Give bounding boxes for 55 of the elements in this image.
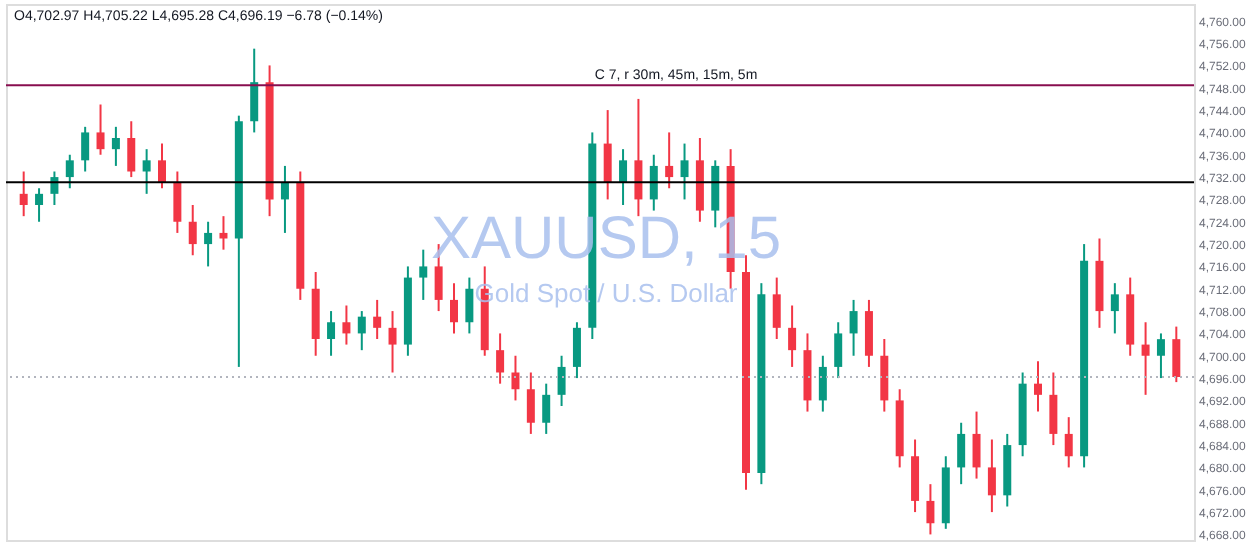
- candlestick: [911, 438, 920, 514]
- candlestick: [342, 304, 351, 346]
- candlestick: [111, 125, 120, 167]
- candlestick: [572, 321, 581, 380]
- candlestick: [557, 354, 566, 407]
- candlestick: [419, 248, 428, 301]
- candlestick: [188, 204, 197, 257]
- candlestick: [127, 120, 136, 179]
- candlestick: [1064, 416, 1073, 469]
- candlestick: [987, 438, 996, 514]
- candlestick: [665, 131, 674, 190]
- candlestick: [96, 103, 105, 156]
- candlestick: [65, 153, 74, 190]
- candlestick: [1141, 321, 1150, 396]
- candlestick: [450, 282, 458, 335]
- candlestick: [465, 276, 474, 335]
- candlestick: [788, 304, 797, 368]
- candlestick: [35, 187, 44, 223]
- candlestick: [219, 215, 228, 251]
- candlestick: [327, 310, 336, 357]
- candlestick: [972, 410, 981, 480]
- candlestick: [634, 97, 643, 218]
- candlestick: [649, 153, 658, 212]
- candlestick: [772, 276, 781, 340]
- candlestick: [526, 371, 535, 435]
- candlestick: [388, 310, 397, 374]
- candlestick: [173, 170, 182, 234]
- candlestick: [19, 170, 28, 218]
- candlestick: [250, 47, 259, 134]
- candlestick: [511, 354, 520, 402]
- candlestick: [1110, 282, 1119, 335]
- candlestick: [619, 148, 628, 206]
- candlestick: [357, 310, 366, 352]
- candlestick: [142, 148, 151, 195]
- candlestick: [680, 142, 689, 201]
- candlestick: [496, 332, 505, 385]
- candlestick: [1172, 325, 1181, 384]
- candlestick: [158, 142, 166, 190]
- candlestick: [834, 321, 843, 380]
- candlestick: [864, 298, 873, 368]
- candlestick: [50, 170, 59, 206]
- candlestick: [1034, 360, 1042, 413]
- candlestick: [880, 338, 889, 413]
- candlestick: [849, 298, 858, 357]
- candlestick: [1156, 332, 1165, 380]
- candlestick: [818, 354, 827, 413]
- candlestick: [204, 220, 213, 268]
- candlestick: [280, 164, 289, 234]
- candlestick: [926, 483, 935, 536]
- candlestick: [542, 382, 551, 435]
- candlestick: [373, 298, 382, 340]
- candlestick: [1049, 371, 1058, 447]
- candlestick: [603, 109, 612, 201]
- candlestick: [957, 421, 966, 486]
- candlestick: [81, 125, 90, 173]
